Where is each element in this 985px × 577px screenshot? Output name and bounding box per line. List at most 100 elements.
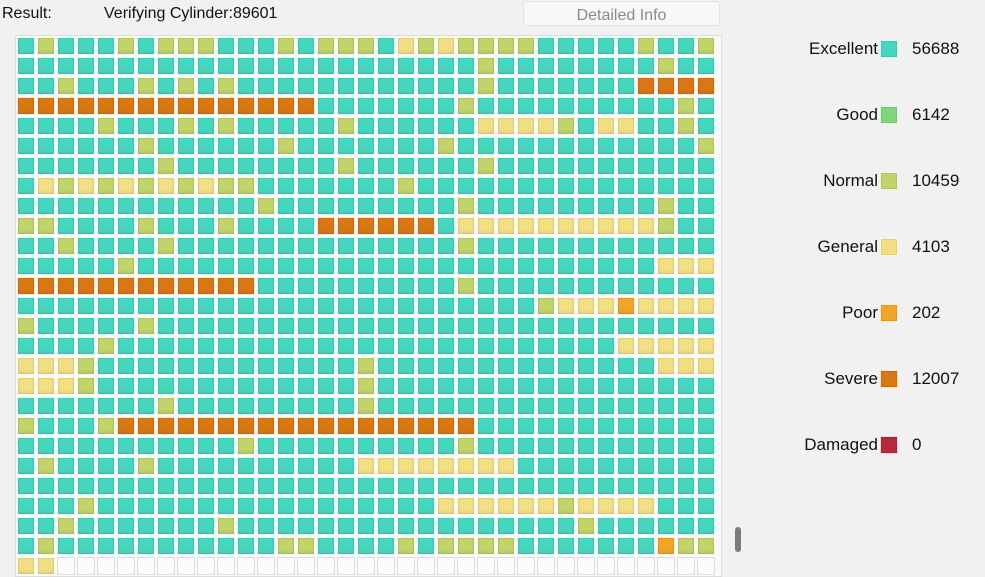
sector-cell-normal xyxy=(537,297,555,315)
sector-cell-excellent xyxy=(297,237,315,255)
sector-cell-excellent xyxy=(697,177,715,195)
sector-cell-excellent xyxy=(477,397,495,415)
sector-cell-excellent xyxy=(177,297,195,315)
sector-cell-excellent xyxy=(37,477,55,495)
sector-cell-excellent xyxy=(77,437,95,455)
sector-cell-excellent xyxy=(577,57,595,75)
sector-cell-general xyxy=(37,357,55,375)
sector-cell-excellent xyxy=(417,297,435,315)
sector-cell-excellent xyxy=(17,197,35,215)
sector-cell-excellent xyxy=(337,137,355,155)
sector-cell-severe xyxy=(457,417,475,435)
sector-cell-empty xyxy=(477,557,495,575)
sector-cell-excellent xyxy=(317,297,335,315)
sector-cell-normal xyxy=(217,217,235,235)
sector-cell-general xyxy=(657,337,675,355)
sector-cell-normal xyxy=(657,57,675,75)
legend-swatch xyxy=(880,370,898,388)
sector-cell-excellent xyxy=(397,157,415,175)
vertical-scrollbar-thumb[interactable] xyxy=(735,527,741,552)
sector-cell-excellent xyxy=(457,337,475,355)
sector-cell-normal xyxy=(277,137,295,155)
sector-cell-normal xyxy=(237,437,255,455)
sector-cell-severe xyxy=(37,97,55,115)
sector-cell-excellent xyxy=(517,417,535,435)
sector-cell-excellent xyxy=(697,217,715,235)
sector-cell-excellent xyxy=(357,337,375,355)
sector-cell-excellent xyxy=(497,97,515,115)
sector-cell-excellent xyxy=(157,517,175,535)
sector-cell-excellent xyxy=(217,437,235,455)
sector-cell-excellent xyxy=(177,217,195,235)
sector-cell-excellent xyxy=(417,257,435,275)
sector-cell-excellent xyxy=(37,137,55,155)
sector-cell-severe xyxy=(177,97,195,115)
sector-cell-excellent xyxy=(537,37,555,55)
legend-count: 0 xyxy=(912,435,922,454)
sector-cell-general xyxy=(397,457,415,475)
sector-cell-normal xyxy=(257,197,275,215)
sector-cell-excellent xyxy=(377,37,395,55)
sector-cell-excellent xyxy=(117,377,135,395)
sector-cell-excellent xyxy=(197,257,215,275)
sector-cell-excellent xyxy=(257,137,275,155)
sector-cell-excellent xyxy=(517,137,535,155)
sector-cell-general xyxy=(117,177,135,195)
sector-cell-excellent xyxy=(297,497,315,515)
sector-cell-excellent xyxy=(637,97,655,115)
sector-cell-excellent xyxy=(157,477,175,495)
sector-cell-normal xyxy=(277,537,295,555)
sector-cell-severe xyxy=(217,277,235,295)
sector-cell-general xyxy=(577,297,595,315)
sector-cell-excellent xyxy=(697,277,715,295)
sector-cell-excellent xyxy=(257,397,275,415)
sector-cell-excellent xyxy=(317,117,335,135)
sector-cell-excellent xyxy=(377,197,395,215)
legend-count: 56688 xyxy=(912,39,960,58)
sector-cell-normal xyxy=(137,77,155,95)
sector-cell-general xyxy=(657,257,675,275)
sector-cell-excellent xyxy=(557,237,575,255)
sector-cell-excellent xyxy=(137,477,155,495)
sector-cell-normal xyxy=(397,537,415,555)
sector-cell-empty xyxy=(337,557,355,575)
sector-cell-excellent xyxy=(257,277,275,295)
sector-cell-excellent xyxy=(497,417,515,435)
sector-cell-general xyxy=(497,217,515,235)
sector-cell-excellent xyxy=(317,337,335,355)
sector-cell-excellent xyxy=(137,157,155,175)
sector-cell-general xyxy=(557,297,575,315)
sector-cell-normal xyxy=(137,457,155,475)
sector-cell-excellent xyxy=(397,97,415,115)
sector-cell-excellent xyxy=(437,77,455,95)
sector-cell-excellent xyxy=(417,177,435,195)
sector-cell-excellent xyxy=(517,157,535,175)
sector-cell-severe xyxy=(97,277,115,295)
sector-cell-excellent xyxy=(577,177,595,195)
sector-cell-excellent xyxy=(217,337,235,355)
sector-cell-normal xyxy=(77,357,95,375)
sector-cell-excellent xyxy=(77,457,95,475)
sector-cell-normal xyxy=(157,397,175,415)
sector-cell-excellent xyxy=(197,397,215,415)
sector-cell-excellent xyxy=(317,177,335,195)
sector-cell-excellent xyxy=(537,257,555,275)
sector-cell-excellent xyxy=(137,117,155,135)
sector-cell-excellent xyxy=(657,137,675,155)
sector-cell-excellent xyxy=(317,537,335,555)
sector-cell-severe xyxy=(437,417,455,435)
sector-cell-excellent xyxy=(677,277,695,295)
sector-cell-excellent xyxy=(277,237,295,255)
sector-cell-excellent xyxy=(317,497,335,515)
sector-cell-excellent xyxy=(397,357,415,375)
sector-cell-normal xyxy=(457,37,475,55)
sector-cell-excellent xyxy=(257,297,275,315)
sector-cell-excellent xyxy=(477,517,495,535)
sector-cell-excellent xyxy=(157,337,175,355)
detailed-info-button[interactable]: Detailed Info xyxy=(523,1,720,26)
sector-cell-excellent xyxy=(17,497,35,515)
legend-row-normal: Normal 10459 xyxy=(770,166,970,194)
sector-cell-excellent xyxy=(477,317,495,335)
sector-cell-excellent xyxy=(597,37,615,55)
sector-cell-excellent xyxy=(197,217,215,235)
